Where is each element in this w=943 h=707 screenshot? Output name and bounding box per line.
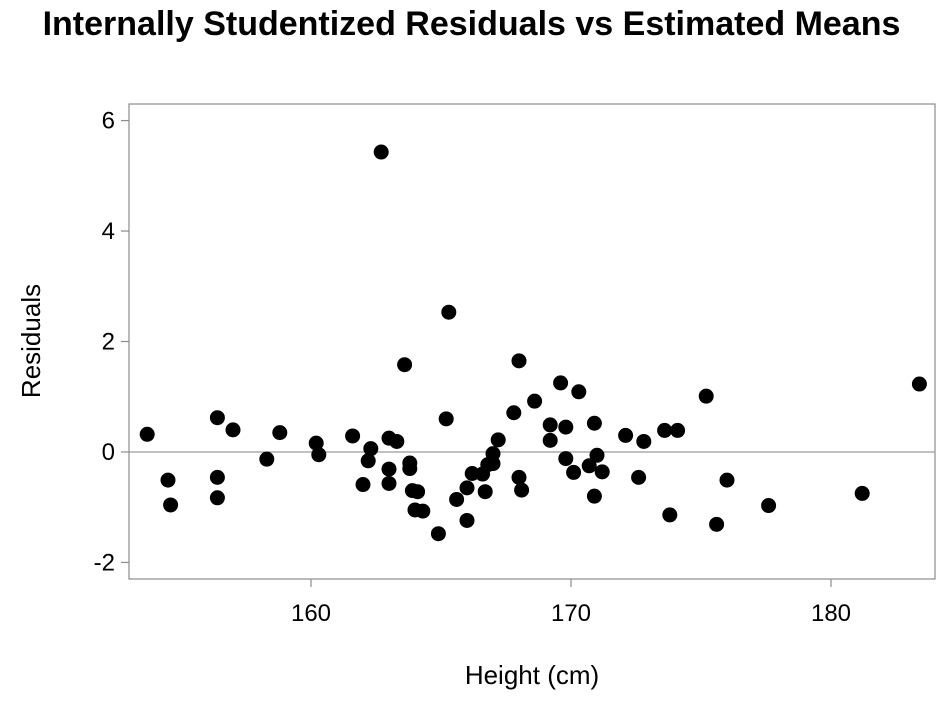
data-point <box>719 472 735 488</box>
data-point <box>542 432 558 448</box>
data-point <box>657 422 673 438</box>
data-point <box>854 485 870 501</box>
data-point <box>311 447 327 463</box>
data-point <box>225 422 241 438</box>
data-point <box>542 417 558 433</box>
data-point <box>511 469 527 485</box>
data-point <box>514 482 530 498</box>
data-point <box>670 422 686 438</box>
chart-title: Internally Studentized Residuals vs Esti… <box>42 5 901 43</box>
data-point <box>139 426 155 442</box>
x-axis: 160 170 180 <box>291 579 851 627</box>
x-tick-label: 170 <box>551 600 591 627</box>
x-tick-label: 160 <box>291 600 331 627</box>
data-point <box>506 405 522 421</box>
data-point <box>160 472 176 488</box>
data-point <box>363 441 379 457</box>
data-point <box>558 419 574 435</box>
y-tick-label: -2 <box>94 549 115 576</box>
data-point <box>209 469 225 485</box>
data-point <box>381 475 397 491</box>
data-point <box>449 491 465 507</box>
y-tick-label: 0 <box>102 439 115 466</box>
data-point <box>415 503 431 519</box>
data-point <box>397 357 413 373</box>
data-point <box>761 498 777 514</box>
data-point <box>308 435 324 451</box>
data-point <box>511 353 527 369</box>
x-axis-label: Height (cm) <box>465 660 599 690</box>
data-point <box>586 488 602 504</box>
data-point <box>355 477 371 493</box>
data-point <box>438 411 454 427</box>
data-point <box>402 461 418 477</box>
plot-frame <box>128 103 936 580</box>
data-point <box>636 433 652 449</box>
y-tick-label: 2 <box>102 329 115 356</box>
data-point <box>430 526 446 542</box>
data-point <box>410 484 426 500</box>
y-axis: 6 4 2 0 -2 <box>94 108 129 576</box>
data-point <box>209 490 225 506</box>
data-point <box>698 388 714 404</box>
data-point <box>485 456 501 472</box>
data-point <box>618 427 634 443</box>
data-point <box>527 393 543 409</box>
y-tick-label: 4 <box>102 218 115 245</box>
data-point <box>586 415 602 431</box>
data-point <box>381 461 397 477</box>
data-point <box>709 516 725 532</box>
data-point <box>571 384 587 400</box>
data-point <box>490 432 506 448</box>
data-point <box>566 464 582 480</box>
data-point <box>163 497 179 513</box>
data-point <box>459 512 475 528</box>
data-point <box>477 484 493 500</box>
data-point <box>631 469 647 485</box>
data-point <box>345 428 361 444</box>
data-point <box>272 425 288 441</box>
data-point <box>553 375 569 391</box>
data-point <box>389 433 405 449</box>
data-point <box>360 453 376 469</box>
y-axis-label: Residuals <box>16 284 46 398</box>
data-point <box>911 376 927 392</box>
x-tick-label: 180 <box>811 600 851 627</box>
data-point <box>581 458 597 474</box>
data-point <box>594 464 610 480</box>
data-point <box>558 451 574 467</box>
data-point <box>589 447 605 463</box>
data-point <box>662 507 678 523</box>
y-tick-label: 6 <box>102 108 115 135</box>
data-points <box>139 144 927 542</box>
data-point <box>373 144 389 160</box>
data-point <box>459 480 475 496</box>
data-point <box>441 304 457 320</box>
data-point <box>259 451 275 467</box>
data-point <box>209 410 225 426</box>
